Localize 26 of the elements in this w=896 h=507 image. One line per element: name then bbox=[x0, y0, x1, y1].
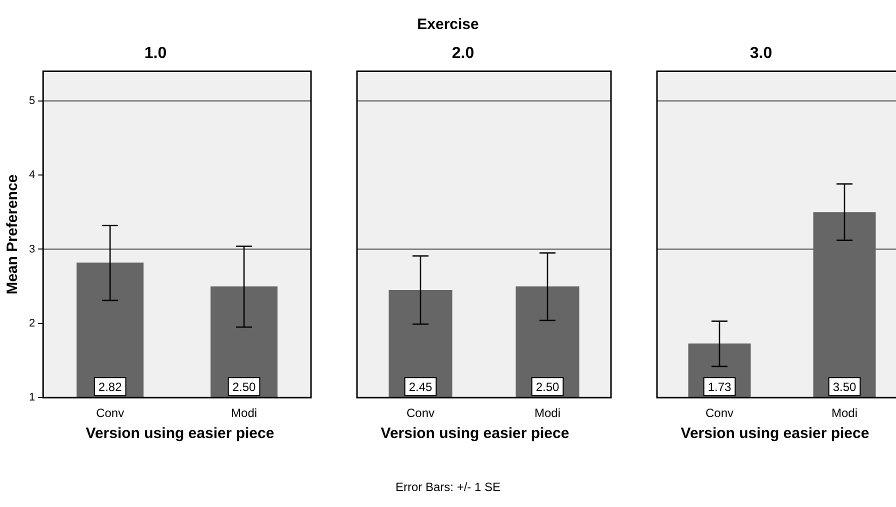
y-tick-label: 4 bbox=[28, 169, 36, 182]
y-tick-label: 2 bbox=[28, 317, 36, 330]
x-axis-title: Version using easier piece bbox=[680, 425, 870, 442]
x-tick-label: Modi bbox=[231, 406, 258, 420]
text: Error Bars: +/- 1 SE bbox=[394, 480, 502, 494]
chart-title: 3.0 bbox=[750, 45, 772, 62]
data-label: 2.45 bbox=[408, 380, 432, 394]
y-tick-label: 1 bbox=[28, 392, 36, 404]
x-tick-label: Modi bbox=[534, 406, 561, 420]
data-label: 2.82 bbox=[98, 380, 122, 394]
chart-title: 2.0 bbox=[452, 45, 474, 62]
chart-title: 1.0 bbox=[144, 45, 167, 62]
x-tick-label: Conv bbox=[96, 406, 124, 420]
data-label: 3.50 bbox=[832, 380, 856, 394]
y-axis-title: Mean Preference bbox=[4, 174, 22, 294]
y-tick-label: 3 bbox=[28, 243, 36, 256]
text: Exercise bbox=[416, 16, 480, 33]
x-tick-label: Modi bbox=[831, 406, 858, 420]
x-axis-title: Version using easier piece bbox=[380, 425, 570, 442]
x-tick-label: Conv bbox=[406, 406, 435, 420]
x-tick-label: Conv bbox=[705, 406, 734, 420]
data-label: 2.50 bbox=[536, 380, 560, 394]
data-label: 1.73 bbox=[708, 380, 732, 394]
y-tick-label: 5 bbox=[28, 94, 36, 107]
x-axis-title: Version using easier piece bbox=[84, 425, 276, 442]
data-label: 2.50 bbox=[232, 380, 256, 394]
